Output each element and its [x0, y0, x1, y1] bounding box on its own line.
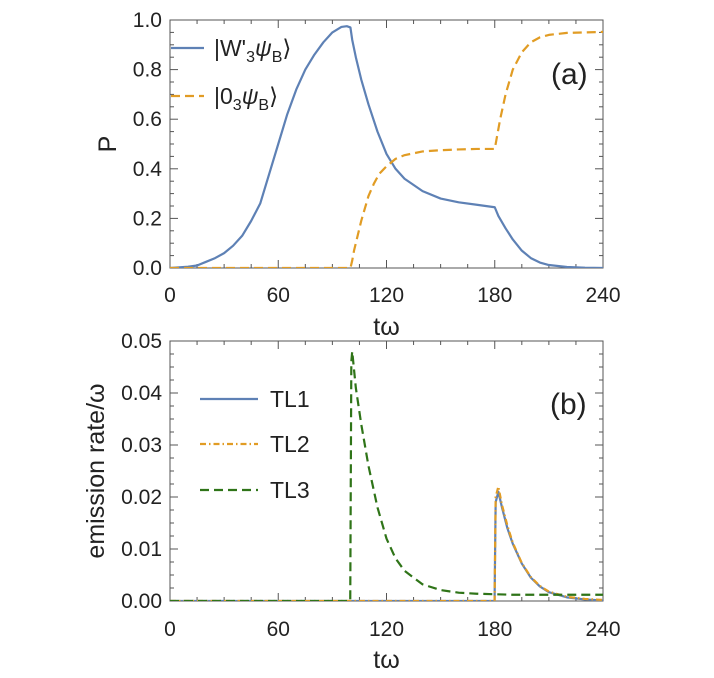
legend-label-1: |W'3ψB⟩ — [214, 35, 291, 66]
legend-label-part: ⟩ — [282, 35, 291, 61]
legend-label-part: B — [258, 97, 269, 114]
x-tick-label: 60 — [267, 618, 290, 641]
y-tick-label: 0.05 — [121, 330, 162, 353]
y-axis-label: emission rate/ω — [82, 383, 110, 558]
x-tick-label: 60 — [267, 284, 290, 307]
x-tick-label: 0 — [164, 284, 176, 307]
y-tick-label: 0.8 — [133, 59, 162, 82]
series-line-2 — [170, 30, 603, 268]
legend-label-3: TL3 — [270, 477, 310, 503]
series-line-3 — [170, 350, 603, 601]
plot-frame — [169, 340, 604, 602]
panel-label: (a) — [551, 58, 588, 91]
legend-label-1: TL1 — [270, 386, 310, 412]
legend-label-part: |0 — [214, 83, 233, 109]
x-tick-label: 240 — [585, 284, 620, 307]
y-tick-label: 1.0 — [133, 9, 162, 32]
series-line-1 — [170, 490, 603, 601]
chart-panel-a: 0 60 120 180 2400.00.20.40.60.81.0tωP|W'3ψB⟩… — [94, 9, 621, 341]
legend-label-part: 3 — [246, 49, 255, 66]
x-tick-label: 120 — [369, 284, 404, 307]
y-tick-label: 0.2 — [133, 207, 162, 230]
x-tick-label: 180 — [477, 618, 512, 641]
y-tick-label: 0.04 — [121, 382, 162, 405]
legend-label-2: |03ψB⟩ — [214, 83, 278, 114]
y-tick-label: 0.6 — [133, 108, 162, 131]
x-tick-label: 0 — [164, 618, 176, 641]
chart-panel-b: 0 60 120 180 240 0.00 0.01 0.02 0.03 0.04 0.05 tω em… — [82, 330, 621, 674]
x-tick-label: 180 — [477, 284, 512, 307]
x-tick-label: 120 — [369, 618, 404, 641]
legend-label-part: |W' — [214, 35, 246, 61]
x-axis-label: tω — [373, 646, 399, 674]
y-tick-label: 0.00 — [121, 590, 162, 613]
y-tick-label: 0.01 — [121, 538, 162, 561]
legend-label-part: 3 — [233, 97, 242, 114]
legend-label-part: ψ — [255, 35, 272, 61]
x-tick-label: 240 — [585, 618, 620, 641]
series-line-1 — [170, 25, 603, 268]
legend-label-part: ψ — [242, 83, 259, 109]
y-tick-label: 0.02 — [121, 486, 162, 509]
y-axis-label: P — [94, 136, 122, 153]
panel-label: (b) — [550, 388, 587, 421]
x-axis-label: tω — [373, 313, 399, 341]
legend-label-2: TL2 — [270, 431, 310, 457]
legend-label-part: ⟩ — [269, 83, 278, 109]
legend-label-part: B — [272, 49, 283, 66]
y-tick-label: 0.4 — [133, 158, 163, 181]
y-tick-label: 0.0 — [133, 257, 162, 280]
y-tick-label: 0.03 — [121, 434, 162, 457]
